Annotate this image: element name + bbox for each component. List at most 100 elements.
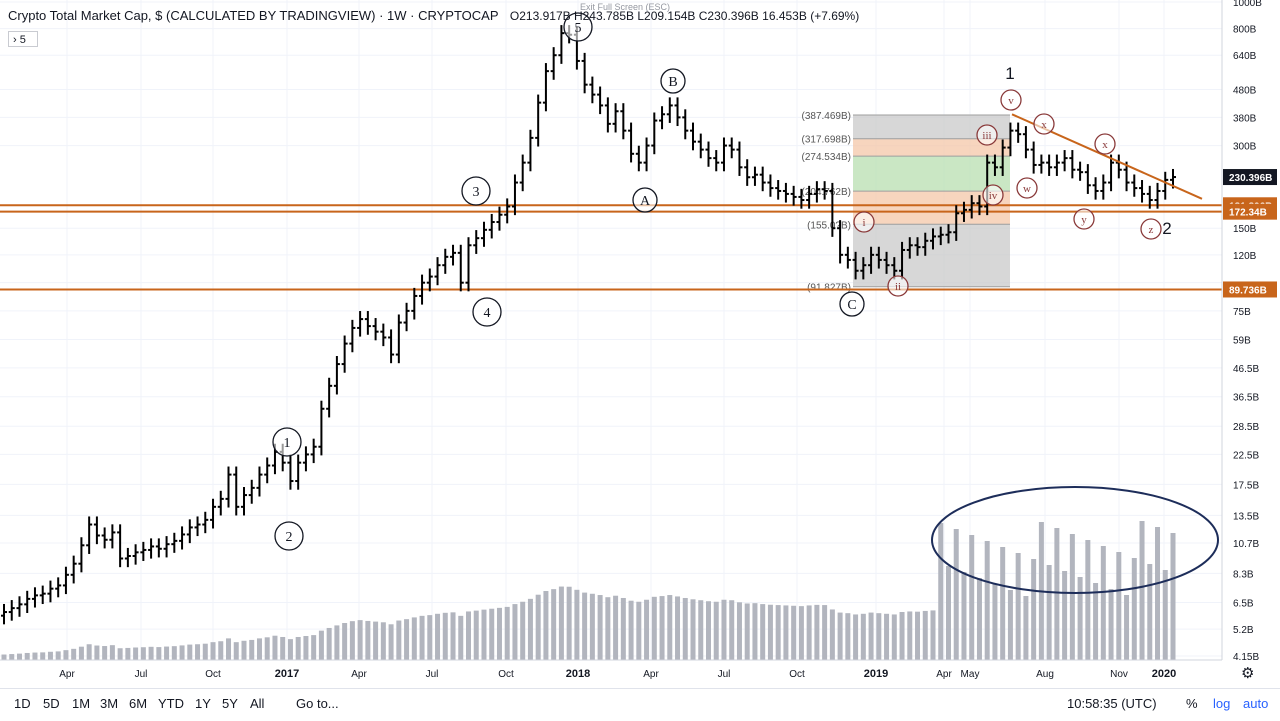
range-1d-button[interactable]: 1D: [14, 696, 31, 711]
time-tick-label: Aug: [1036, 669, 1054, 680]
volume-bar: [218, 641, 224, 660]
volume-bar: [1000, 547, 1006, 660]
volume-bar: [814, 604, 820, 660]
volume-bar: [1139, 521, 1145, 660]
volume-bar: [1147, 564, 1153, 660]
volume-bar: [713, 601, 719, 660]
exit-fullscreen-hint[interactable]: Exit Full Screen (ESC): [580, 2, 671, 12]
gear-icon[interactable]: ⚙: [1241, 665, 1255, 682]
volume-bar: [473, 610, 479, 660]
volume-bar: [930, 610, 936, 660]
volume-bar: [798, 606, 804, 660]
volume-bar: [605, 597, 611, 660]
price-tick-label: 640B: [1233, 51, 1257, 62]
volume-bar: [156, 647, 162, 660]
time-tick-label: May: [961, 669, 980, 680]
volume-bar: [558, 586, 564, 660]
volume-bar: [1085, 540, 1091, 660]
price-tick-label: 17.5B: [1233, 480, 1259, 491]
price-tag-label: 230.396B: [1229, 173, 1272, 184]
wave-degree-label: 2: [1162, 219, 1171, 238]
volume-bar: [1054, 528, 1060, 660]
wave-label: y: [1081, 214, 1087, 226]
log-scale-toggle[interactable]: log: [1213, 696, 1231, 711]
volume-bar: [698, 600, 704, 660]
volume-bar: [419, 615, 425, 660]
volume-bar: [527, 598, 533, 660]
range-5d-button[interactable]: 5D: [43, 696, 60, 711]
time-axis[interactable]: Apr Jul Oct 2017 Apr Jul Oct 2018 Apr Jul Oct 2019 A…: [0, 659, 1222, 680]
volume-bar: [822, 605, 828, 660]
range-5y-button[interactable]: 5Y: [222, 696, 238, 711]
volume-bar: [1162, 570, 1168, 660]
volume-bar: [791, 605, 797, 660]
volume-bar: [628, 600, 634, 660]
volume-bar: [907, 611, 913, 660]
volume-bar: [783, 605, 789, 660]
volume-bar: [566, 586, 572, 660]
utc-clock[interactable]: 10:58:35 (UTC): [1067, 696, 1157, 711]
range-6m-button[interactable]: 6M: [129, 696, 148, 711]
volume-bar: [496, 607, 502, 660]
bottom-toolbar: 1D 5D 1M 3M 6M YTD 1Y 5Y All Go to... 10…: [0, 688, 1280, 721]
time-tick-label: 2020: [1152, 668, 1176, 680]
volume-bar: [1077, 577, 1083, 660]
volume-bar: [876, 613, 882, 660]
percent-scale-toggle[interactable]: %: [1186, 696, 1198, 711]
volume-ellipse[interactable]: [931, 486, 1219, 594]
price-tick-label: 8.3B: [1233, 569, 1254, 580]
volume-bar: [675, 596, 681, 660]
volume-bar: [613, 595, 619, 660]
volume-bar: [721, 599, 727, 660]
volume-bar: [140, 647, 146, 660]
time-tick-label: 2018: [566, 668, 590, 680]
volume-bar: [1, 654, 7, 660]
volume-bar: [1062, 571, 1068, 660]
symbol-header: Crypto Total Market Cap, $ (CALCULATED B…: [8, 8, 859, 23]
volume-bar: [365, 620, 371, 660]
goto-date-button[interactable]: Go to...: [296, 696, 339, 711]
volume-bar: [241, 640, 247, 660]
volume-bar: [102, 646, 108, 660]
time-tick-label: Oct: [498, 669, 514, 680]
price-tick-label: 480B: [1233, 86, 1257, 97]
chart-canvas[interactable]: (387.469B) (317.698B) (274.534B) (204.762B)…: [0, 0, 1280, 688]
wave-circle: [982, 184, 1004, 206]
price-tick-label: 46.5B: [1233, 364, 1259, 375]
volume-bar: [636, 601, 642, 660]
volume-bar: [86, 644, 92, 660]
price-candles: [1, 25, 1176, 625]
high-value: H243.785B: [573, 9, 635, 23]
fib-level-label: (155.0?B): [807, 220, 851, 231]
auto-scale-toggle[interactable]: auto: [1243, 696, 1269, 711]
wave-circle: [1016, 177, 1038, 199]
range-ytd-button[interactable]: YTD: [158, 696, 184, 711]
fib-level-label: (317.698B): [802, 135, 851, 146]
volume-bar: [705, 601, 711, 660]
volume-bar: [1046, 565, 1052, 660]
volume-bar: [396, 620, 402, 660]
range-1m-button[interactable]: 1M: [72, 696, 91, 711]
close-value: C230.396B: [698, 9, 759, 23]
horizontal-levels[interactable]: [0, 204, 1222, 291]
volume-bar: [349, 621, 355, 660]
ohlc-values: O213.917B H243.785B L209.154B C230.396B …: [510, 9, 859, 23]
time-tick-label: Jul: [426, 669, 439, 680]
volume-bar: [690, 599, 696, 660]
wave-label: 4: [484, 306, 491, 321]
wave-circle: [1000, 89, 1022, 111]
volume-bar: [195, 644, 201, 660]
volume-bar: [775, 605, 781, 660]
price-axis[interactable]: 1000B 800B 640B 480B 380B 300B 150B 120B 75B 59B 4…: [1221, 0, 1277, 663]
time-tick-label: Apr: [643, 669, 659, 680]
volume-bar: [71, 648, 77, 660]
range-3m-button[interactable]: 3M: [100, 696, 119, 711]
range-all-button[interactable]: All: [250, 696, 265, 711]
indicator-count: 5: [19, 34, 26, 46]
collapse-indicators-button[interactable]: › 5: [8, 31, 38, 47]
wave-label: C: [847, 298, 856, 313]
wave-label: 2: [286, 530, 293, 545]
wave-circle: [472, 297, 502, 327]
chart-grid: [0, 0, 1222, 660]
range-1y-button[interactable]: 1Y: [195, 696, 211, 711]
